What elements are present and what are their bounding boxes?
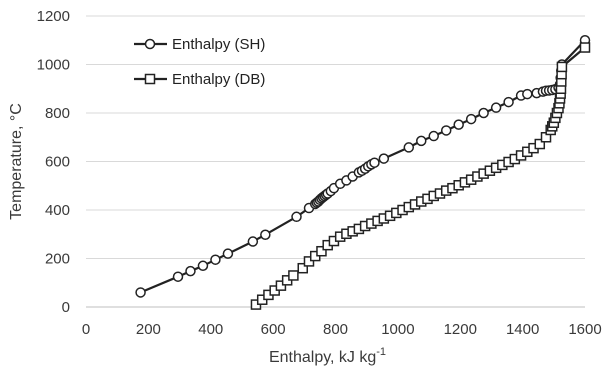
y-tick-label: 1000 [37,57,70,74]
x-tick-label: 200 [136,321,161,338]
data-point-circle [503,96,514,108]
data-point-circle [172,271,184,282]
data-point-circle [403,142,415,153]
data-point-circle [247,236,259,247]
legend-item-db: Enthalpy (DB) [134,71,265,88]
data-point-square [275,280,287,291]
gridlines [86,15,585,259]
data-point-square [316,245,327,257]
tick-labels: 0 200 400 600 800 1000 1200 0 200 400 600 800 1000 12… [37,8,602,338]
x-tick-label: 1200 [444,321,477,338]
y-tick-label: 600 [45,154,70,171]
data-point-square [534,138,546,150]
data-point-square [579,42,591,53]
x-tick-label: 600 [261,321,286,338]
data-point-square [288,270,299,281]
series-db [250,42,591,310]
data-point-circle [378,153,390,164]
legend-item-sh: Enthalpy (SH) [134,36,265,53]
legend-circle-marker [144,38,156,50]
data-point-circle [490,102,502,113]
data-point-circle [465,113,477,125]
data-point-circle [440,125,452,136]
x-axis-title-superscript: -1 [376,346,386,358]
y-tick-label: 400 [45,202,70,219]
x-tick-label: 0 [82,321,90,338]
data-point-square [303,256,315,267]
y-tick-label: 800 [45,105,70,122]
x-axis-title-main: Enthalpy, kJ kg [269,349,376,366]
y-tick-label: 0 [62,299,70,316]
data-point-circle [291,211,302,223]
data-point-circle [210,254,221,265]
x-tick-label: 800 [323,321,348,338]
data-point-square [556,61,568,73]
data-point-circle [522,88,533,100]
data-point-circle [453,119,464,130]
y-tick-label: 1200 [37,8,70,25]
x-tick-label: 1600 [568,321,601,338]
data-point-circle [369,157,380,168]
data-series [135,35,591,310]
data-point-circle [416,135,427,147]
data-point-circle [260,229,271,240]
data-point-circle [222,248,234,259]
legend-square-marker [144,73,156,85]
legend-label-sh: Enthalpy (SH) [172,36,265,53]
y-axis-title: Temperature, °C [8,103,25,220]
data-point-circle [428,130,439,142]
data-point-circle [197,260,209,272]
data-point-square [297,262,309,274]
data-point-circle [135,287,146,298]
legend-label-db: Enthalpy (DB) [172,71,265,88]
x-tick-label: 1400 [506,321,539,338]
x-tick-label: 400 [198,321,223,338]
y-tick-label: 200 [45,251,70,268]
x-tick-label: 1000 [381,321,414,338]
x-axis-title: Enthalpy, kJ kg-1 [269,346,386,366]
legend: Enthalpy (SH) Enthalpy (DB) [134,36,265,88]
data-point-circle [478,107,489,119]
data-point-circle [185,265,196,277]
series-sh [135,35,591,298]
